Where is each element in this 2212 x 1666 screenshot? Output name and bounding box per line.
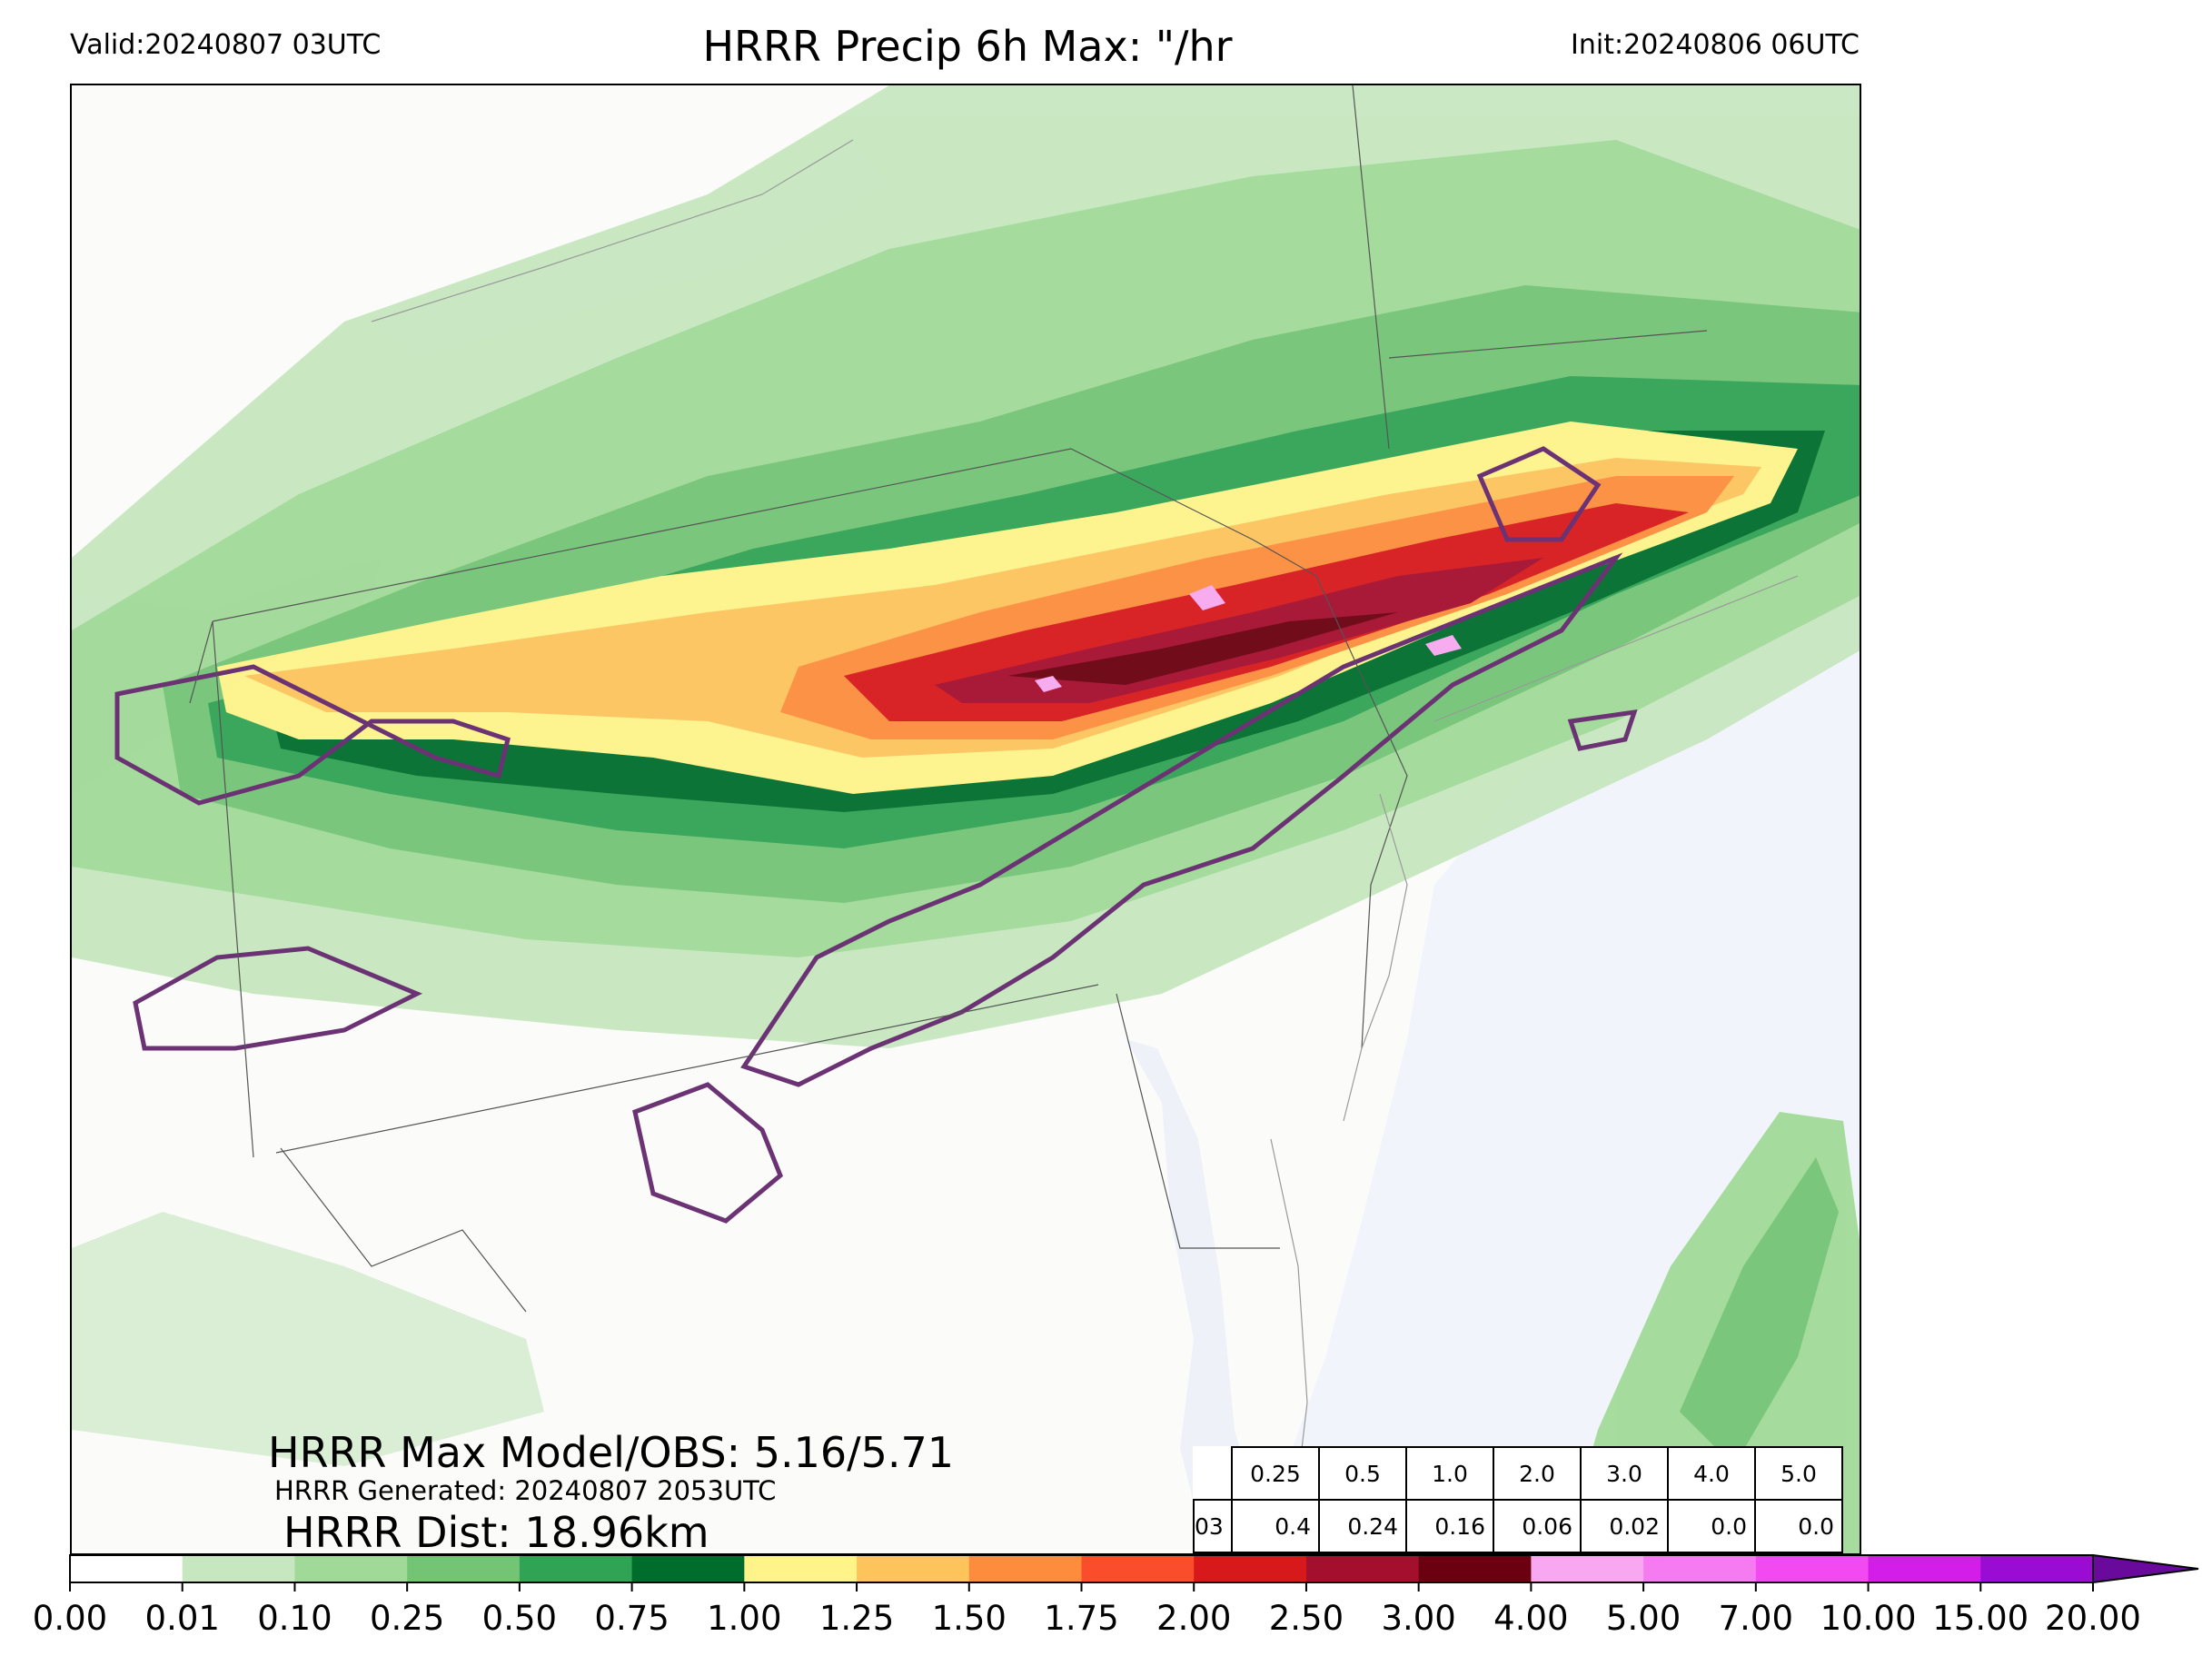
- generated-label: HRRR Generated: 20240807 2053UTC: [274, 1475, 777, 1506]
- precip-sw-0-01: [72, 1212, 544, 1466]
- colorbar-segment: [1418, 1555, 1532, 1582]
- colorbar-segment: [182, 1555, 295, 1582]
- colorbar-tick-label: 15.00: [1932, 1599, 2029, 1638]
- threshold-3-0: 3.0: [1580, 1446, 1669, 1501]
- valid-time-label: Valid:20240807 03UTC: [70, 29, 382, 61]
- colorbar-segment: [744, 1555, 858, 1582]
- border-pa-md: [275, 984, 1099, 1154]
- precip-4-00: [1007, 612, 1398, 685]
- border-va-wv: [280, 1147, 527, 1313]
- colorbar-segment: [1868, 1555, 1981, 1582]
- colorbar-tick-label: 1.50: [931, 1599, 1007, 1638]
- colorbar-tick-label: 4.00: [1493, 1599, 1569, 1638]
- colorbar-tick-label: 0.25: [369, 1599, 445, 1638]
- colorbar-tick-label: 0.00: [32, 1599, 108, 1638]
- map-canvas: [72, 85, 1860, 1553]
- colorbar-tick-label: 1.00: [707, 1599, 782, 1638]
- coast-nj: [1343, 793, 1408, 1122]
- row-label: 03: [1193, 1499, 1233, 1553]
- colorbar-segment: [1755, 1555, 1870, 1582]
- colorbar-tick-label: 0.75: [594, 1599, 670, 1638]
- precip-map: [70, 84, 1861, 1555]
- colorbar-segment: [70, 1555, 184, 1582]
- table-corner: [1194, 1447, 1232, 1500]
- colorbar-segment: [519, 1555, 633, 1582]
- colorbar-tick-label: 0.10: [257, 1599, 332, 1638]
- value-1-0: 0.16: [1405, 1499, 1494, 1553]
- obs-contour-sw: [133, 946, 423, 1051]
- border-pa-oh: [189, 620, 254, 1158]
- colorbar-tick-label: 1.25: [818, 1599, 895, 1638]
- colorbar-tick-label: 2.50: [1268, 1599, 1344, 1638]
- colorbar-tick-label: 0.01: [144, 1599, 220, 1638]
- colorbar-segment: [1194, 1555, 1307, 1582]
- threshold-2-0: 2.0: [1493, 1446, 1582, 1501]
- chesapeake-bay: [1126, 1039, 1270, 1553]
- max-model-obs-label: HRRR Max Model/OBS: 5.16/5.71: [268, 1428, 955, 1477]
- colorbar-segment: [1980, 1555, 2094, 1582]
- colorbar-tick-label: 3.00: [1381, 1599, 1456, 1638]
- colorbar-segment: [631, 1555, 745, 1582]
- obs-contour-northeast: [1476, 446, 1602, 542]
- coast-lake-ontario: [371, 139, 854, 322]
- border-ct-ma: [1388, 330, 1708, 359]
- colorbar-segment: [407, 1555, 521, 1582]
- state-borders: [189, 85, 1708, 1313]
- value-5-0: 0.0: [1754, 1499, 1843, 1553]
- precip-5-00-a: [1189, 585, 1225, 610]
- colorbar-tick-label: 0.50: [481, 1599, 558, 1638]
- colorbar-tick-label: 10.00: [1820, 1599, 1917, 1638]
- threshold-value-row: 03 0.4 0.24 0.16 0.06 0.02 0.0 0.0: [1193, 1499, 1843, 1553]
- colorbar-tick-label: 7.00: [1718, 1599, 1794, 1638]
- obs-contour: [114, 446, 1638, 1224]
- value-4-0: 0.0: [1667, 1499, 1756, 1553]
- obs-contour-central: [740, 552, 1623, 1087]
- threshold-1-0: 1.0: [1405, 1446, 1494, 1501]
- border-de: [1116, 993, 1280, 1249]
- init-time-label: Init:20240806 06UTC: [1571, 29, 1860, 61]
- precip-5-00-c: [1425, 635, 1462, 656]
- threshold-4-0: 4.0: [1667, 1446, 1756, 1501]
- colorbar-segment: [294, 1555, 408, 1582]
- colorbar-tick-label: 1.75: [1044, 1599, 1119, 1638]
- precip-field: [72, 85, 1860, 1553]
- obs-contour-west: [114, 664, 511, 806]
- dist-label: HRRR Dist: 18.96km: [283, 1508, 709, 1557]
- threshold-0-25: 0.25: [1231, 1446, 1320, 1501]
- colorbar: [69, 1553, 2199, 1592]
- obs-contour-coast: [1567, 709, 1638, 751]
- colorbar-segment: [1081, 1555, 1195, 1582]
- precip-offshore-0-50: [1680, 1157, 1839, 1466]
- colorbar-segment: [1643, 1555, 1757, 1582]
- value-0-5: 0.24: [1318, 1499, 1407, 1553]
- obs-contour-south: [632, 1082, 783, 1224]
- colorbar-extend-arrow: [2092, 1553, 2199, 1584]
- value-3-0: 0.02: [1580, 1499, 1669, 1553]
- value-2-0: 0.06: [1493, 1499, 1582, 1553]
- colorbar-tick-label: 20.00: [2045, 1599, 2141, 1638]
- threshold-header-row: 0.25 0.5 1.0 2.0 3.0 4.0 5.0: [1194, 1446, 1843, 1501]
- colorbar-segment: [1305, 1555, 1420, 1582]
- colorbar-segment: [968, 1555, 1082, 1582]
- coast-li: [1433, 575, 1799, 722]
- map-title: HRRR Precip 6h Max: "/hr: [702, 22, 1233, 71]
- precip-5-00-b: [1035, 676, 1062, 692]
- threshold-5-0: 5.0: [1754, 1446, 1843, 1501]
- border-nj: [1252, 539, 1408, 1049]
- coastline: [371, 139, 1799, 1553]
- border-ny-vt: [1352, 85, 1390, 450]
- colorbar-segment: [1531, 1555, 1644, 1582]
- value-0-25: 0.4: [1231, 1499, 1320, 1553]
- colorbar-tick-label: 5.00: [1605, 1599, 1681, 1638]
- threshold-table: 0.25 0.5 1.0 2.0 3.0 4.0 5.0 03 0.4 0.24…: [1193, 1446, 1843, 1553]
- border-ny-pa: [212, 448, 1254, 622]
- threshold-0-5: 0.5: [1318, 1446, 1407, 1501]
- colorbar-tick-label: 2.00: [1156, 1599, 1232, 1638]
- colorbar-segment: [857, 1555, 970, 1582]
